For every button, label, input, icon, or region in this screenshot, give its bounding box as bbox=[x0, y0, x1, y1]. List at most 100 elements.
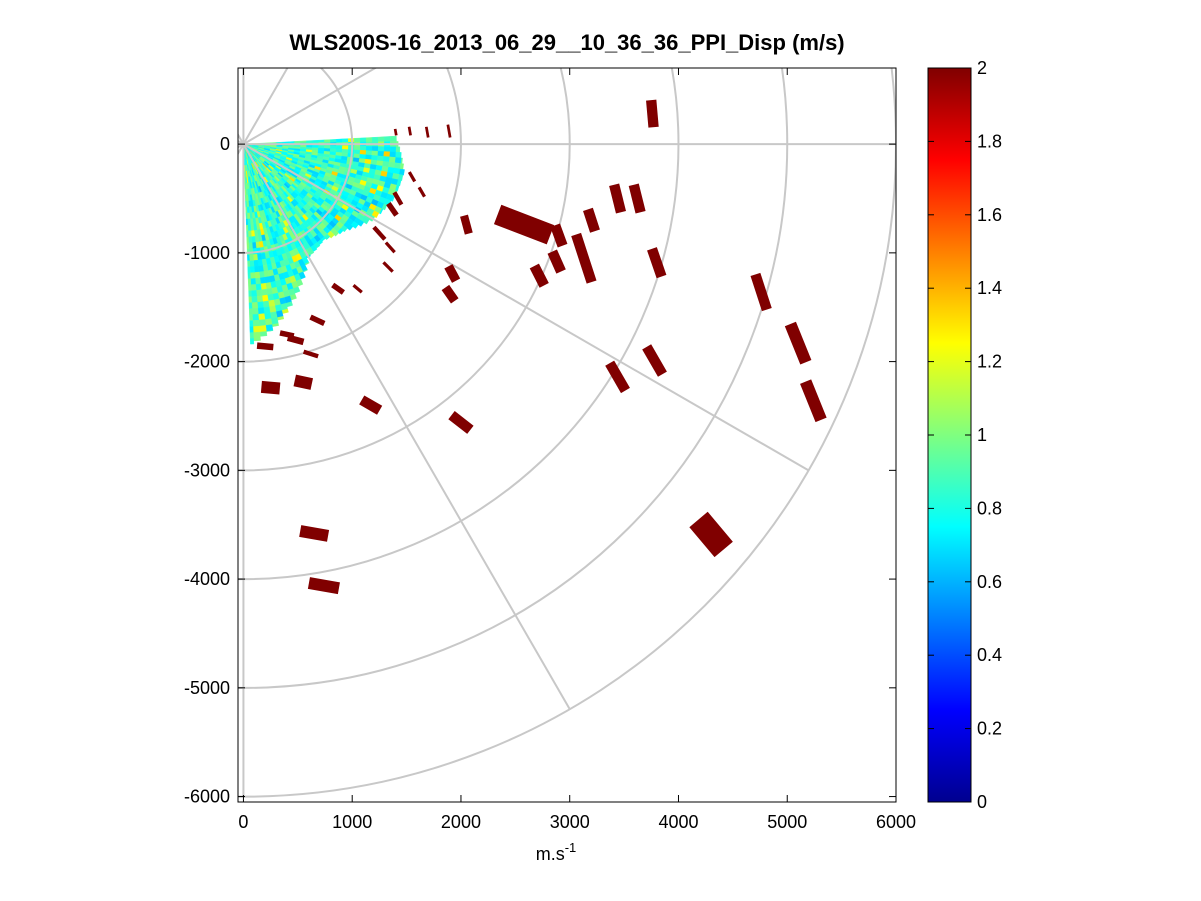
saturated-patch bbox=[392, 191, 404, 206]
saturated-patch bbox=[784, 321, 812, 365]
scan-cell bbox=[253, 265, 260, 273]
scan-cell bbox=[247, 260, 251, 268]
polar-grid-spoke bbox=[242, 68, 378, 145]
scan-cell bbox=[245, 206, 248, 214]
scan-cell bbox=[353, 149, 361, 155]
scan-cell bbox=[251, 302, 259, 309]
scan-cell bbox=[359, 145, 367, 151]
axes-frame bbox=[237, 67, 897, 803]
scan-cell bbox=[246, 236, 249, 244]
scan-cell bbox=[347, 225, 354, 231]
scan-cell bbox=[245, 212, 248, 220]
saturated-patch bbox=[331, 282, 345, 295]
scan-cell bbox=[249, 338, 255, 345]
scan-cell bbox=[399, 168, 405, 176]
scan-cell bbox=[359, 137, 367, 143]
x-tick-label: 5000 bbox=[767, 812, 807, 832]
scan-cell bbox=[255, 289, 263, 297]
x-axis-label: m.s-1 bbox=[536, 840, 577, 864]
scan-cell bbox=[342, 138, 349, 143]
colorbar-tick-label: 1.2 bbox=[977, 352, 1002, 372]
colorbar-tick-label: 0.8 bbox=[977, 498, 1002, 518]
scan-cell bbox=[350, 221, 359, 229]
scan-cell bbox=[330, 145, 337, 150]
scan-cell bbox=[377, 146, 385, 152]
polar-grid-spoke bbox=[238, 132, 245, 145]
scan-cell bbox=[264, 318, 273, 326]
scan-cell bbox=[361, 216, 370, 225]
y-axis-ticks: 0 -1000 -2000 -3000 -4000 -5000 -6000 bbox=[184, 134, 896, 807]
scan-cell bbox=[247, 224, 252, 232]
scan-cell bbox=[371, 150, 379, 157]
scan-cell bbox=[377, 136, 385, 143]
scan-cell bbox=[327, 230, 335, 239]
scan-cell bbox=[259, 277, 266, 285]
scan-cell bbox=[353, 137, 361, 143]
x-tick-label: 1000 bbox=[332, 812, 372, 832]
scan-cell bbox=[245, 200, 247, 208]
scan-cell bbox=[365, 146, 373, 152]
scan-cell bbox=[247, 266, 251, 274]
scan-cell bbox=[251, 307, 259, 315]
polar-grid-spoke bbox=[242, 143, 571, 710]
scan-cell bbox=[337, 228, 344, 235]
scan-cell bbox=[288, 141, 295, 144]
scan-cell bbox=[250, 278, 256, 285]
scan-cell bbox=[395, 146, 401, 153]
scan-cell bbox=[365, 150, 373, 156]
scan-cell bbox=[383, 136, 391, 142]
scan-cell bbox=[249, 266, 255, 274]
saturated-patch bbox=[279, 330, 295, 339]
colorbar-ticks: 0 0.2 0.4 0.6 0.8 1 1.2 1.4 1.6 1.8 2 bbox=[928, 58, 1002, 812]
scan-cell bbox=[359, 149, 367, 156]
saturated-patch bbox=[424, 126, 430, 138]
saturated-patch bbox=[407, 126, 412, 136]
scan-cell bbox=[244, 171, 246, 178]
saturated-patch bbox=[448, 411, 474, 434]
scan-cell bbox=[252, 313, 260, 321]
scan-cell bbox=[247, 272, 251, 280]
saturated-patch bbox=[386, 202, 399, 217]
scan-cell bbox=[247, 230, 252, 238]
saturated-patch-layer bbox=[256, 99, 827, 595]
saturated-patch bbox=[407, 171, 417, 183]
scan-cell bbox=[250, 284, 257, 291]
scan-cell bbox=[252, 325, 261, 333]
scan-cell bbox=[259, 331, 268, 337]
scan-cell bbox=[396, 179, 402, 187]
scan-cell bbox=[383, 151, 391, 158]
x-axis-label-base: m.s bbox=[536, 844, 565, 864]
scan-cell bbox=[254, 277, 261, 285]
x-axis-ticks: 0 1000 2000 3000 4000 5000 6000 bbox=[238, 68, 916, 832]
scan-cell bbox=[249, 326, 254, 333]
y-tick-label: 0 bbox=[220, 134, 230, 154]
scan-cell bbox=[244, 194, 247, 202]
x-axis-label-superscript: -1 bbox=[565, 840, 577, 855]
scan-cell bbox=[263, 306, 271, 314]
saturated-patch bbox=[493, 204, 555, 245]
x-tick-label: 2000 bbox=[441, 812, 481, 832]
scan-cell bbox=[248, 242, 253, 250]
scan-cell bbox=[377, 155, 384, 162]
scan-cell bbox=[247, 218, 251, 226]
saturated-patch bbox=[689, 511, 733, 558]
scan-cell bbox=[336, 145, 343, 150]
scan-cell bbox=[395, 184, 400, 192]
scan-cell bbox=[261, 294, 269, 302]
colorbar-tick-label: 1.4 bbox=[977, 278, 1002, 298]
polar-grid-spoke bbox=[238, 143, 245, 156]
scan-cell bbox=[389, 146, 397, 153]
scan-cell bbox=[246, 242, 250, 250]
scan-cell bbox=[371, 210, 380, 219]
scan-cell bbox=[365, 137, 373, 143]
scan-cell bbox=[255, 283, 262, 291]
y-tick-label: -4000 bbox=[184, 569, 230, 589]
colorbar-tick-label: 0.4 bbox=[977, 645, 1002, 665]
saturated-patch bbox=[628, 183, 646, 214]
saturated-patch bbox=[359, 395, 383, 415]
y-tick-label: -3000 bbox=[184, 460, 230, 480]
scan-cell bbox=[269, 311, 278, 319]
saturated-patch bbox=[460, 214, 473, 235]
saturated-patch bbox=[260, 380, 281, 395]
scan-cell bbox=[389, 151, 397, 158]
